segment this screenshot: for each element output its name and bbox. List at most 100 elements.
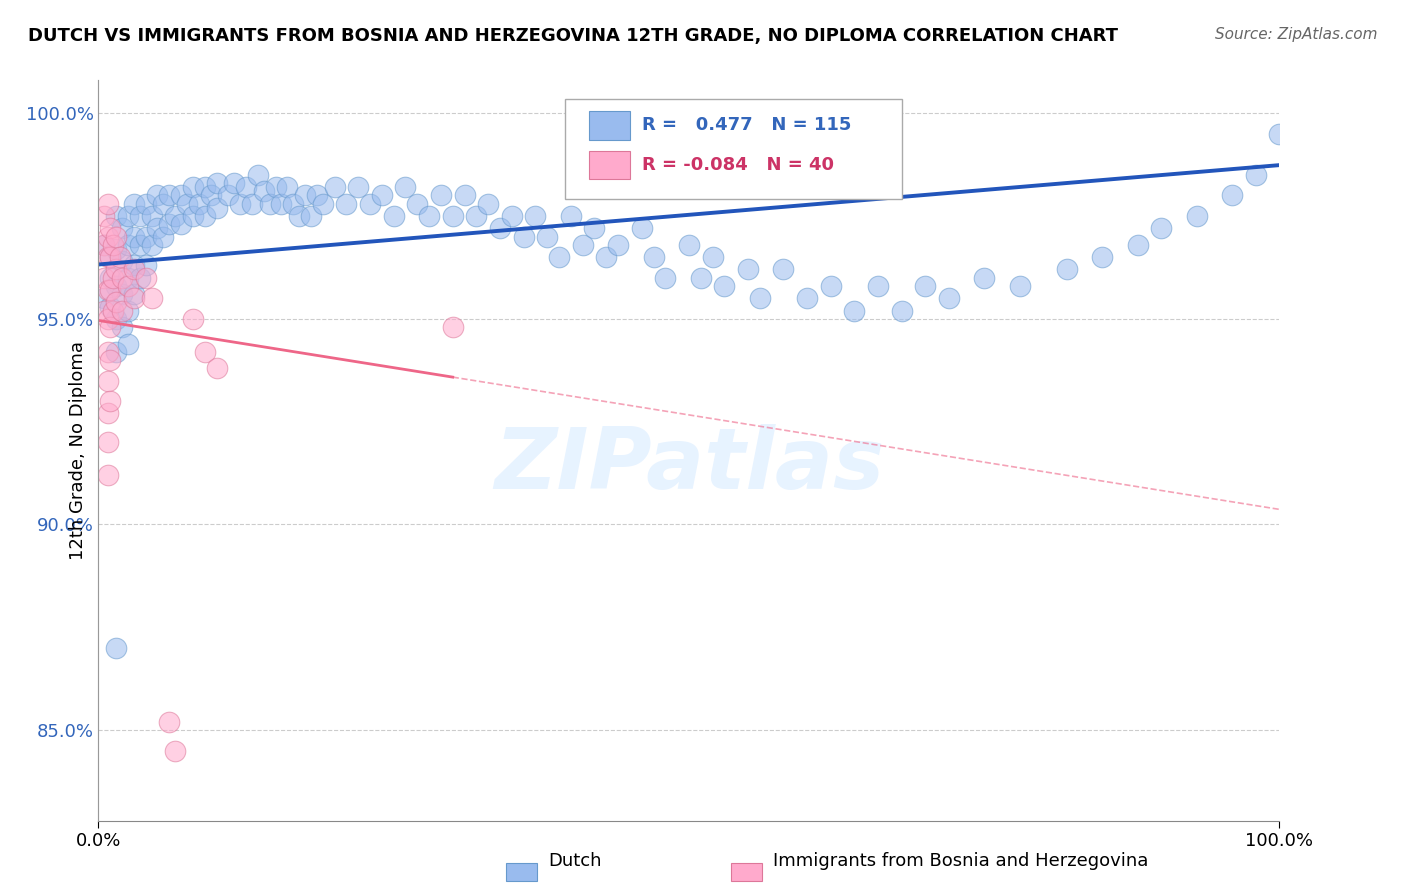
Point xyxy=(305,188,328,202)
Point xyxy=(101,237,124,252)
Point xyxy=(607,237,630,252)
Point xyxy=(97,435,120,450)
Point xyxy=(141,291,163,305)
Point xyxy=(117,279,139,293)
Point xyxy=(152,229,174,244)
Point xyxy=(536,229,558,244)
Point xyxy=(122,229,145,244)
Point xyxy=(108,250,131,264)
Point xyxy=(689,270,711,285)
Point xyxy=(146,188,169,202)
Point xyxy=(101,270,124,285)
Point xyxy=(371,188,394,202)
Point xyxy=(748,291,770,305)
Point xyxy=(152,196,174,211)
Point xyxy=(259,196,281,211)
Point xyxy=(97,406,120,420)
Point xyxy=(181,180,204,194)
Point xyxy=(146,221,169,235)
Point xyxy=(229,196,252,211)
Point xyxy=(1268,127,1291,141)
Point xyxy=(194,180,217,194)
Point xyxy=(583,221,606,235)
Point xyxy=(1091,250,1114,264)
Point xyxy=(796,291,818,305)
Point xyxy=(299,209,322,223)
Point xyxy=(97,250,120,264)
Point xyxy=(235,180,257,194)
Point xyxy=(294,188,316,202)
Point xyxy=(866,279,889,293)
Point xyxy=(105,242,128,256)
Point xyxy=(264,180,287,194)
Point xyxy=(128,209,150,223)
Point xyxy=(98,270,121,285)
Point xyxy=(98,300,121,314)
Point xyxy=(105,640,128,655)
Point xyxy=(844,303,866,318)
Point xyxy=(335,196,357,211)
Point xyxy=(571,237,593,252)
Point xyxy=(97,468,120,483)
Text: Dutch: Dutch xyxy=(548,852,602,870)
Point xyxy=(253,184,276,198)
Point xyxy=(430,188,453,202)
Point xyxy=(224,176,246,190)
Point xyxy=(117,237,139,252)
Point xyxy=(93,209,115,223)
Point xyxy=(157,217,180,231)
Point xyxy=(359,196,381,211)
Point xyxy=(1126,237,1149,252)
Point xyxy=(93,237,115,252)
Point xyxy=(135,229,157,244)
Point xyxy=(98,394,121,409)
Point xyxy=(105,311,128,326)
Point xyxy=(157,714,180,729)
Point xyxy=(97,311,120,326)
Point xyxy=(128,270,150,285)
Point xyxy=(246,168,269,182)
Point xyxy=(105,344,128,359)
Point xyxy=(276,180,298,194)
Point xyxy=(595,250,617,264)
Point xyxy=(128,237,150,252)
Point xyxy=(678,237,700,252)
Point xyxy=(323,180,346,194)
Point xyxy=(441,320,464,334)
Point xyxy=(105,229,128,244)
Point xyxy=(93,291,115,305)
Point xyxy=(117,270,139,285)
Point xyxy=(117,209,139,223)
Point xyxy=(394,180,416,194)
Point xyxy=(97,344,120,359)
Point xyxy=(98,353,121,368)
Point xyxy=(453,188,475,202)
Point xyxy=(205,361,228,376)
Point xyxy=(973,270,995,285)
Point xyxy=(820,279,842,293)
Point xyxy=(98,250,121,264)
Point xyxy=(654,270,676,285)
Point xyxy=(205,201,228,215)
Point xyxy=(98,221,121,235)
Point xyxy=(157,188,180,202)
Y-axis label: 12th Grade, No Diploma: 12th Grade, No Diploma xyxy=(69,341,87,560)
Point xyxy=(890,303,912,318)
Text: Immigrants from Bosnia and Herzegovina: Immigrants from Bosnia and Herzegovina xyxy=(773,852,1149,870)
Point xyxy=(97,374,120,388)
Point xyxy=(1150,221,1173,235)
Point xyxy=(97,229,120,244)
Point xyxy=(122,291,145,305)
Point xyxy=(135,258,157,272)
Point xyxy=(713,279,735,293)
Point xyxy=(1185,209,1208,223)
Point xyxy=(270,196,292,211)
Point xyxy=(524,209,547,223)
Point xyxy=(97,283,120,297)
Point xyxy=(181,311,204,326)
Point xyxy=(489,221,512,235)
Point xyxy=(205,176,228,190)
Point xyxy=(1008,279,1031,293)
Point xyxy=(560,209,582,223)
Point xyxy=(347,180,370,194)
